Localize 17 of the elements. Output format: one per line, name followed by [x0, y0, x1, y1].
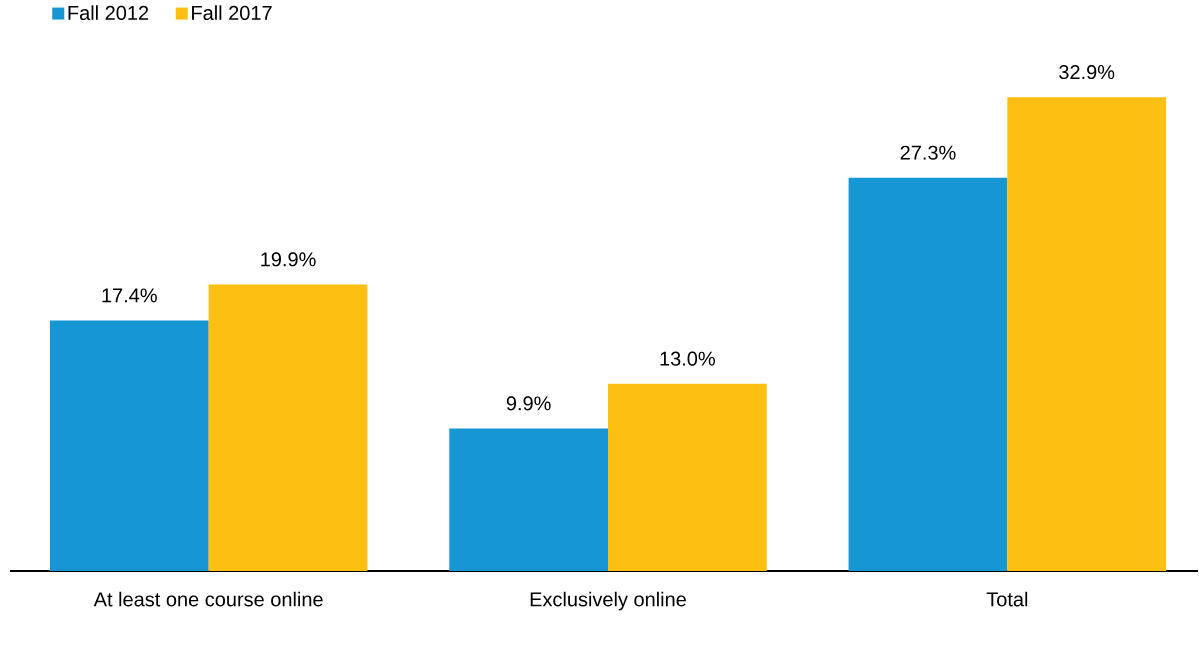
data-label: 19.9% [261, 252, 316, 267]
bar [49, 320, 209, 572]
bar [449, 428, 608, 572]
bar [848, 177, 1008, 572]
x-tick-label: At least one course online [93, 591, 323, 607]
bar [608, 383, 767, 572]
x-tick-label: Total [986, 591, 1028, 607]
data-label: 27.3% [900, 145, 956, 160]
legend-label: Fall 2017 [192, 5, 272, 20]
bar [1007, 97, 1167, 572]
data-label: 32.9% [1059, 64, 1115, 80]
bar [208, 284, 368, 572]
x-tick-label: Exclusively online [530, 591, 686, 611]
data-label: 9.9% [506, 396, 551, 411]
legend-label: Fall 2012 [68, 5, 149, 20]
data-label: 13.0% [660, 351, 715, 366]
data-label: 17.4% [102, 288, 157, 303]
